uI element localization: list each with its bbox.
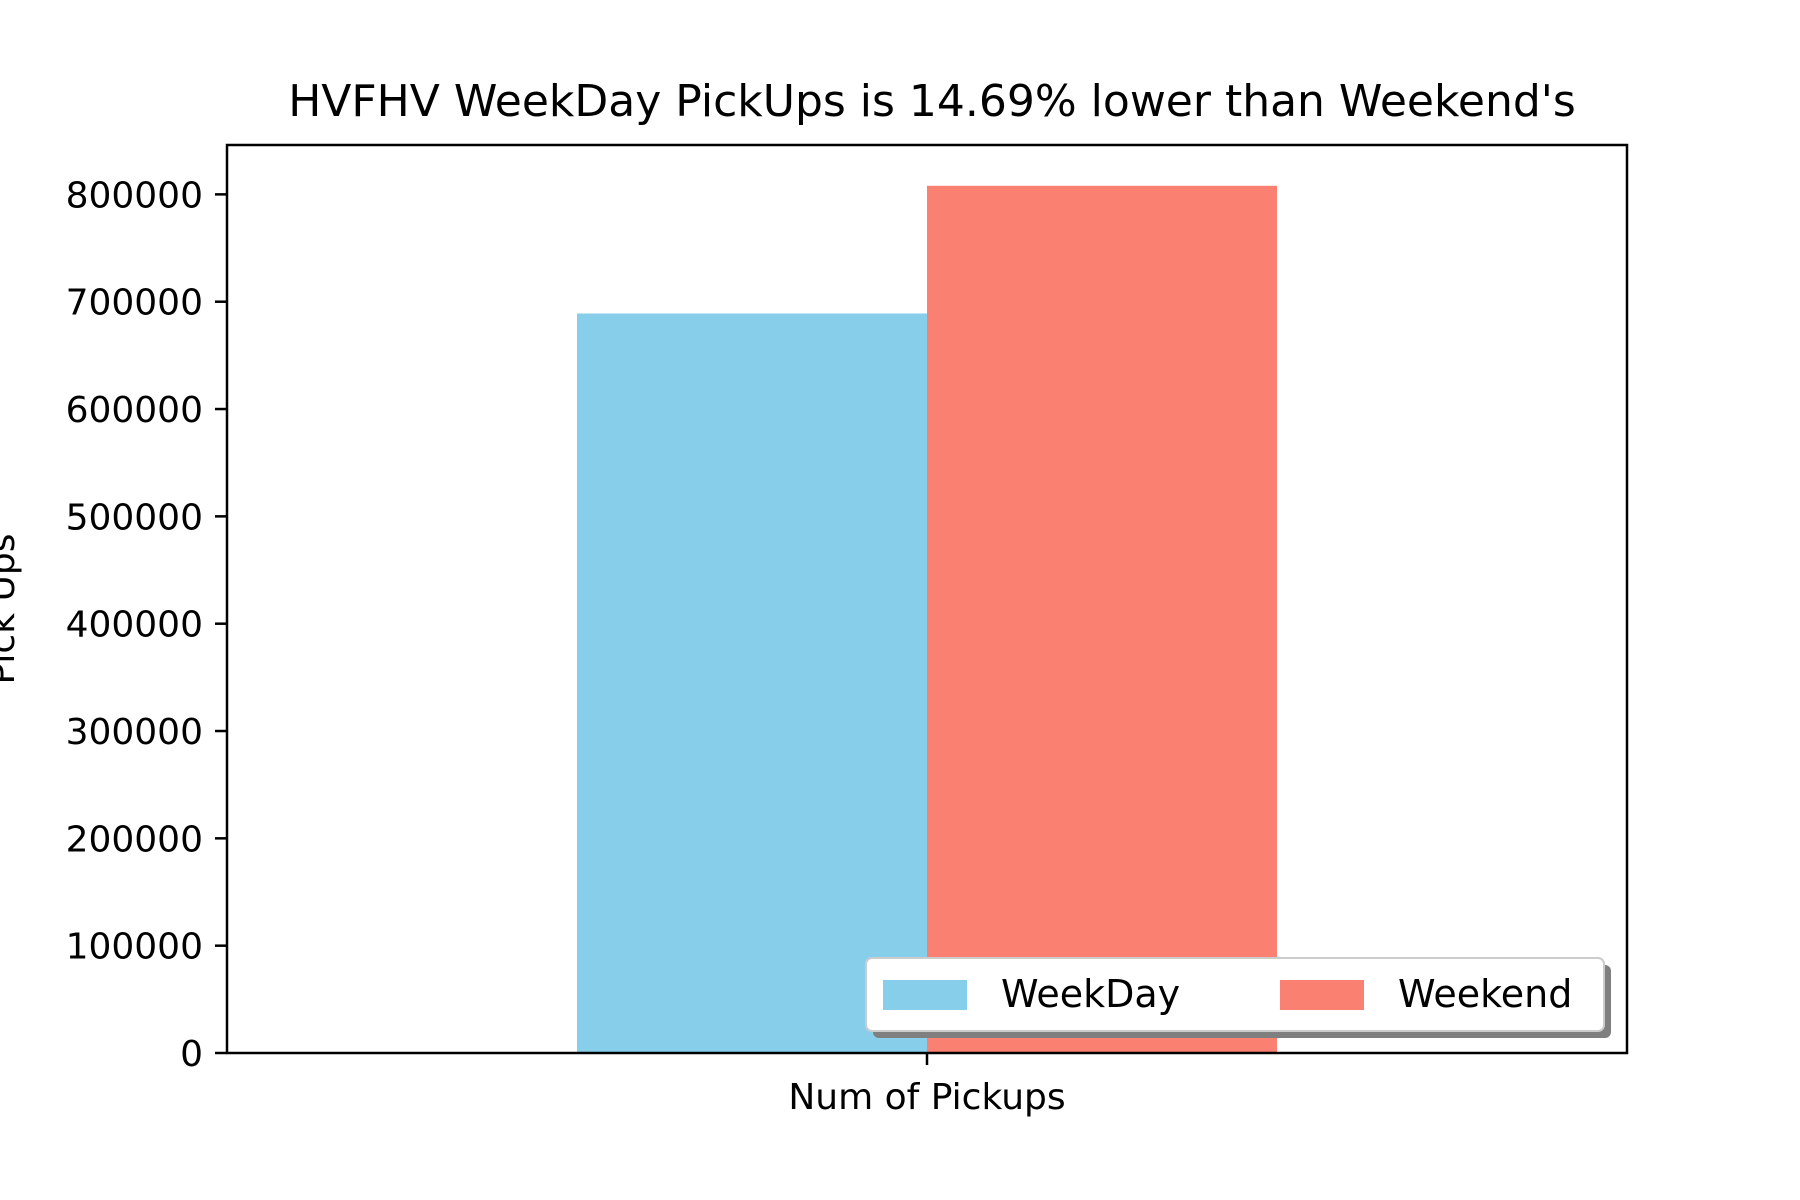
x-tick-label: Num of Pickups <box>788 1077 1065 1118</box>
y-tick-label: 700000 <box>66 283 203 324</box>
legend-label-weekend: Weekend <box>1398 972 1572 1016</box>
legend: WeekDay Weekend <box>865 957 1611 1038</box>
y-tick-label: 400000 <box>66 605 203 646</box>
y-tick-label: 600000 <box>66 390 203 431</box>
legend-swatch-weekday <box>883 980 967 1010</box>
chart-title: HVFHV WeekDay PickUps is 14.69% lower th… <box>288 76 1576 127</box>
bar-weekend <box>927 185 1277 1054</box>
bar-weekday <box>577 313 927 1053</box>
legend-swatch-weekend <box>1280 980 1364 1010</box>
y-axis-label: Pick Ups <box>0 534 23 685</box>
y-tick-label: 800000 <box>66 175 203 216</box>
y-tick-label: 300000 <box>66 712 203 753</box>
legend-label-weekday: WeekDay <box>1001 972 1180 1016</box>
y-tick-label: 0 <box>180 1034 203 1075</box>
legend-box <box>865 957 1605 1032</box>
plot-area: 0 100000 200000 300000 400000 500000 600000 700… <box>66 143 1629 1118</box>
y-tick-label: 200000 <box>66 819 203 860</box>
y-tick-label: 500000 <box>66 497 203 538</box>
y-tick-label: 100000 <box>66 927 203 968</box>
